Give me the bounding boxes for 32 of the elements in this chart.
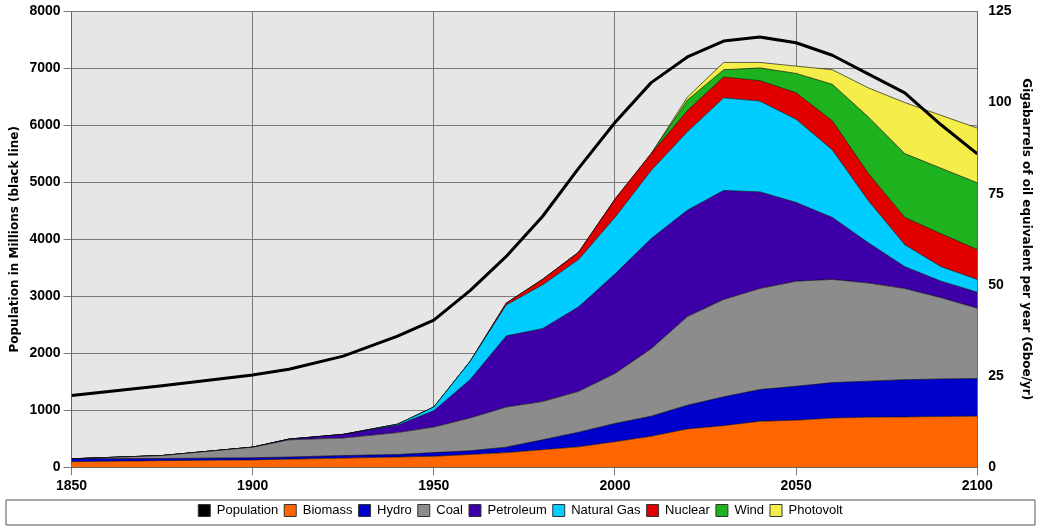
y-tick-label: 4000 — [29, 230, 61, 247]
y-tick-label: 0 — [52, 458, 61, 475]
y2-tick-label: 75 — [988, 184, 1005, 201]
y-axis-title: Population in Millions (black line) — [7, 126, 22, 353]
x-tick-label: 2000 — [599, 477, 631, 494]
legend-label: Photovolt — [788, 502, 844, 518]
y2-tick-label: 0 — [988, 458, 997, 475]
legend-label: Natural Gas — [571, 502, 642, 518]
legend-label: Coal — [436, 502, 464, 518]
legend-label: Nuclear — [665, 502, 711, 518]
y-tick-label: 6000 — [29, 116, 61, 133]
legend-label: Biomass — [302, 502, 354, 518]
y-tick-label: 8000 — [29, 2, 61, 19]
x-tick-label: 2100 — [961, 477, 994, 494]
legend-label: Petroleum — [487, 502, 547, 518]
x-tick-label: 1950 — [418, 477, 450, 494]
y-tick-label: 3000 — [29, 287, 61, 304]
y2-tick-label: 25 — [988, 366, 1005, 383]
y-tick-label: 1000 — [29, 401, 61, 418]
y2-tick-label: 125 — [988, 2, 1012, 19]
y-tick-label: 2000 — [29, 344, 61, 361]
y2-tick-label: 100 — [988, 93, 1012, 110]
legend-label: Hydro — [377, 502, 412, 518]
x-tick-label: 1850 — [55, 477, 88, 494]
x-tick-label: 2050 — [780, 477, 812, 494]
y2-axis-title: Gigabarrels of oil equivalent per year (Gboe/yr) — [1019, 78, 1034, 401]
legend-label: Population — [216, 502, 279, 518]
x-tick-label: 1900 — [237, 477, 269, 494]
y-tick-label: 7000 — [29, 59, 61, 76]
y2-tick-label: 50 — [988, 275, 1005, 292]
legend-label: Wind — [734, 502, 765, 518]
y-tick-label: 5000 — [29, 173, 61, 190]
